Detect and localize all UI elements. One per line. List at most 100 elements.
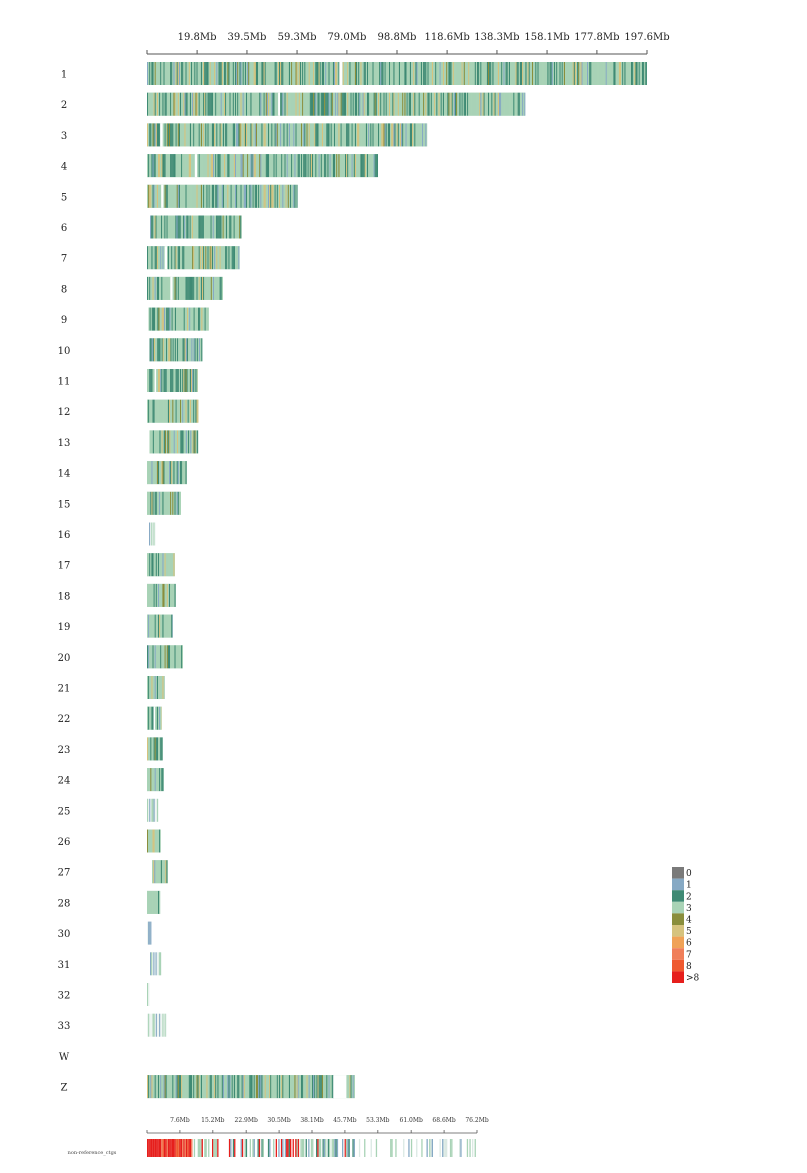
bin-stripe	[363, 123, 365, 147]
bin-stripe	[427, 92, 429, 116]
bin-stripe	[442, 62, 444, 85]
bin-stripe	[282, 184, 284, 208]
x-tick-label: 22.9Mb	[235, 1117, 259, 1124]
bin-stripe	[176, 184, 178, 208]
bin-stripe	[216, 92, 218, 116]
bin-stripe	[177, 246, 179, 270]
bin-stripe	[382, 92, 384, 116]
bin-stripe	[244, 184, 246, 208]
bin-stripe	[226, 246, 228, 270]
bin-stripe	[328, 62, 330, 85]
bin-stripe	[189, 92, 191, 116]
bin-stripe	[159, 154, 161, 178]
bin-stripe	[351, 123, 353, 147]
bin-stripe	[411, 62, 413, 85]
bin-stripe	[252, 123, 254, 147]
bin-stripe	[182, 184, 184, 208]
bin-stripe	[499, 62, 501, 85]
bin-stripe	[205, 1139, 207, 1157]
bin-stripe	[153, 62, 155, 85]
bin-stripe	[384, 123, 386, 147]
bin-stripe	[434, 92, 436, 116]
bin-stripe	[559, 62, 561, 85]
bin-stripe	[362, 123, 364, 147]
bin-stripe	[450, 62, 452, 85]
bin-stripe	[151, 62, 153, 85]
bin-stripe	[452, 62, 454, 85]
bin-stripe	[239, 123, 241, 147]
bin-stripe	[147, 768, 149, 792]
bin-stripe	[155, 184, 157, 208]
bin-stripe	[537, 62, 539, 85]
bin-stripe	[385, 92, 387, 116]
bin-stripe	[364, 1139, 366, 1157]
bin-stripe	[479, 92, 481, 116]
bin-stripe	[207, 92, 209, 116]
bin-stripe	[151, 154, 153, 178]
bin-stripe	[159, 338, 161, 362]
bin-stripe	[211, 184, 213, 208]
bin-stripe	[383, 92, 385, 116]
bin-stripe	[230, 1139, 232, 1157]
bin-stripe	[637, 62, 639, 85]
bin-stripe	[222, 246, 224, 270]
bin-stripe	[227, 215, 229, 239]
bin-stripe	[325, 92, 327, 116]
bin-stripe	[161, 737, 163, 761]
bin-stripe	[167, 307, 169, 331]
bin-stripe	[338, 62, 340, 85]
bin-stripe	[426, 123, 428, 147]
bin-stripe	[163, 246, 165, 270]
bin-stripe	[148, 614, 150, 638]
bin-stripe	[172, 215, 174, 239]
bin-stripe	[161, 1075, 163, 1099]
bin-stripe	[391, 1139, 393, 1157]
chromosome-label: 33	[58, 1021, 71, 1032]
bin-stripe	[467, 62, 469, 85]
bin-stripe	[406, 123, 408, 147]
bin-stripe	[253, 1075, 255, 1099]
bin-stripe	[222, 215, 224, 239]
bin-stripe	[206, 184, 208, 208]
bin-stripe	[286, 1139, 288, 1157]
bin-stripe	[165, 62, 167, 85]
bin-stripe	[147, 92, 149, 116]
bin-stripe	[472, 92, 474, 116]
bin-stripe	[383, 123, 385, 147]
bin-stripe	[153, 614, 155, 638]
bin-stripe	[276, 92, 278, 116]
bin-stripe	[310, 1075, 312, 1099]
bin-stripe	[175, 184, 177, 208]
bin-stripe	[365, 154, 367, 178]
bin-stripe	[291, 92, 293, 116]
bin-stripe	[164, 461, 166, 485]
bin-stripe	[195, 430, 197, 454]
bin-stripe	[182, 430, 184, 454]
bin-stripe	[407, 62, 409, 85]
bin-stripe	[180, 307, 182, 331]
bin-stripe	[154, 676, 156, 699]
bin-stripe	[154, 737, 156, 761]
bin-stripe	[248, 92, 250, 116]
bin-stripe	[258, 62, 260, 85]
chromosome-row: 19	[58, 614, 173, 638]
bin-stripe	[148, 921, 150, 945]
bin-stripe	[317, 123, 319, 147]
chromosome-row: 27	[58, 860, 168, 884]
bin-stripe	[155, 1013, 157, 1037]
bin-stripe	[190, 430, 192, 454]
bin-stripe	[410, 1139, 413, 1157]
bin-stripe	[154, 307, 156, 331]
bin-stripe	[302, 62, 304, 85]
bin-stripe	[530, 62, 532, 85]
bin-stripe	[349, 1075, 351, 1099]
bin-stripe	[184, 1075, 186, 1099]
bin-stripe	[297, 154, 299, 178]
bin-stripe	[208, 62, 210, 85]
bin-stripe	[185, 215, 187, 239]
gap	[153, 706, 156, 730]
bin-stripe	[150, 921, 152, 945]
bin-stripe	[307, 1075, 309, 1099]
bin-stripe	[181, 215, 184, 239]
bin-stripe	[518, 92, 520, 116]
